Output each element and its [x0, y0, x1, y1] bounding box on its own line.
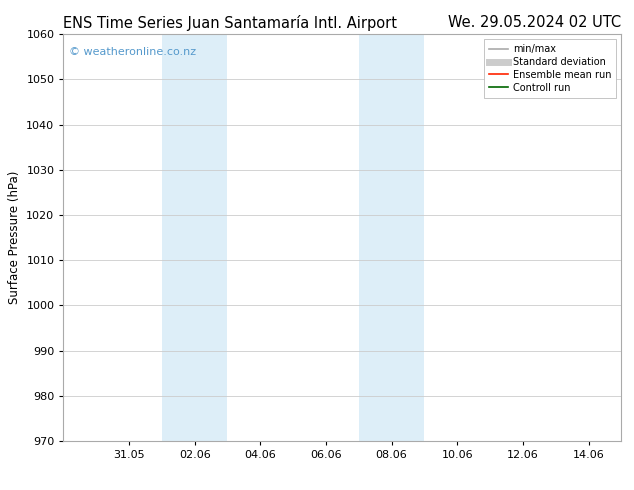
Text: We. 29.05.2024 02 UTC: We. 29.05.2024 02 UTC [448, 15, 621, 30]
Legend: min/max, Standard deviation, Ensemble mean run, Controll run: min/max, Standard deviation, Ensemble me… [484, 39, 616, 98]
Bar [359, 34, 424, 441]
Bar [162, 34, 228, 441]
Text: © weatheronline.co.nz: © weatheronline.co.nz [69, 47, 196, 56]
Text: ENS Time Series Juan Santamaría Intl. Airport: ENS Time Series Juan Santamaría Intl. Ai… [63, 15, 398, 31]
Y-axis label: Surface Pressure (hPa): Surface Pressure (hPa) [8, 171, 21, 304]
